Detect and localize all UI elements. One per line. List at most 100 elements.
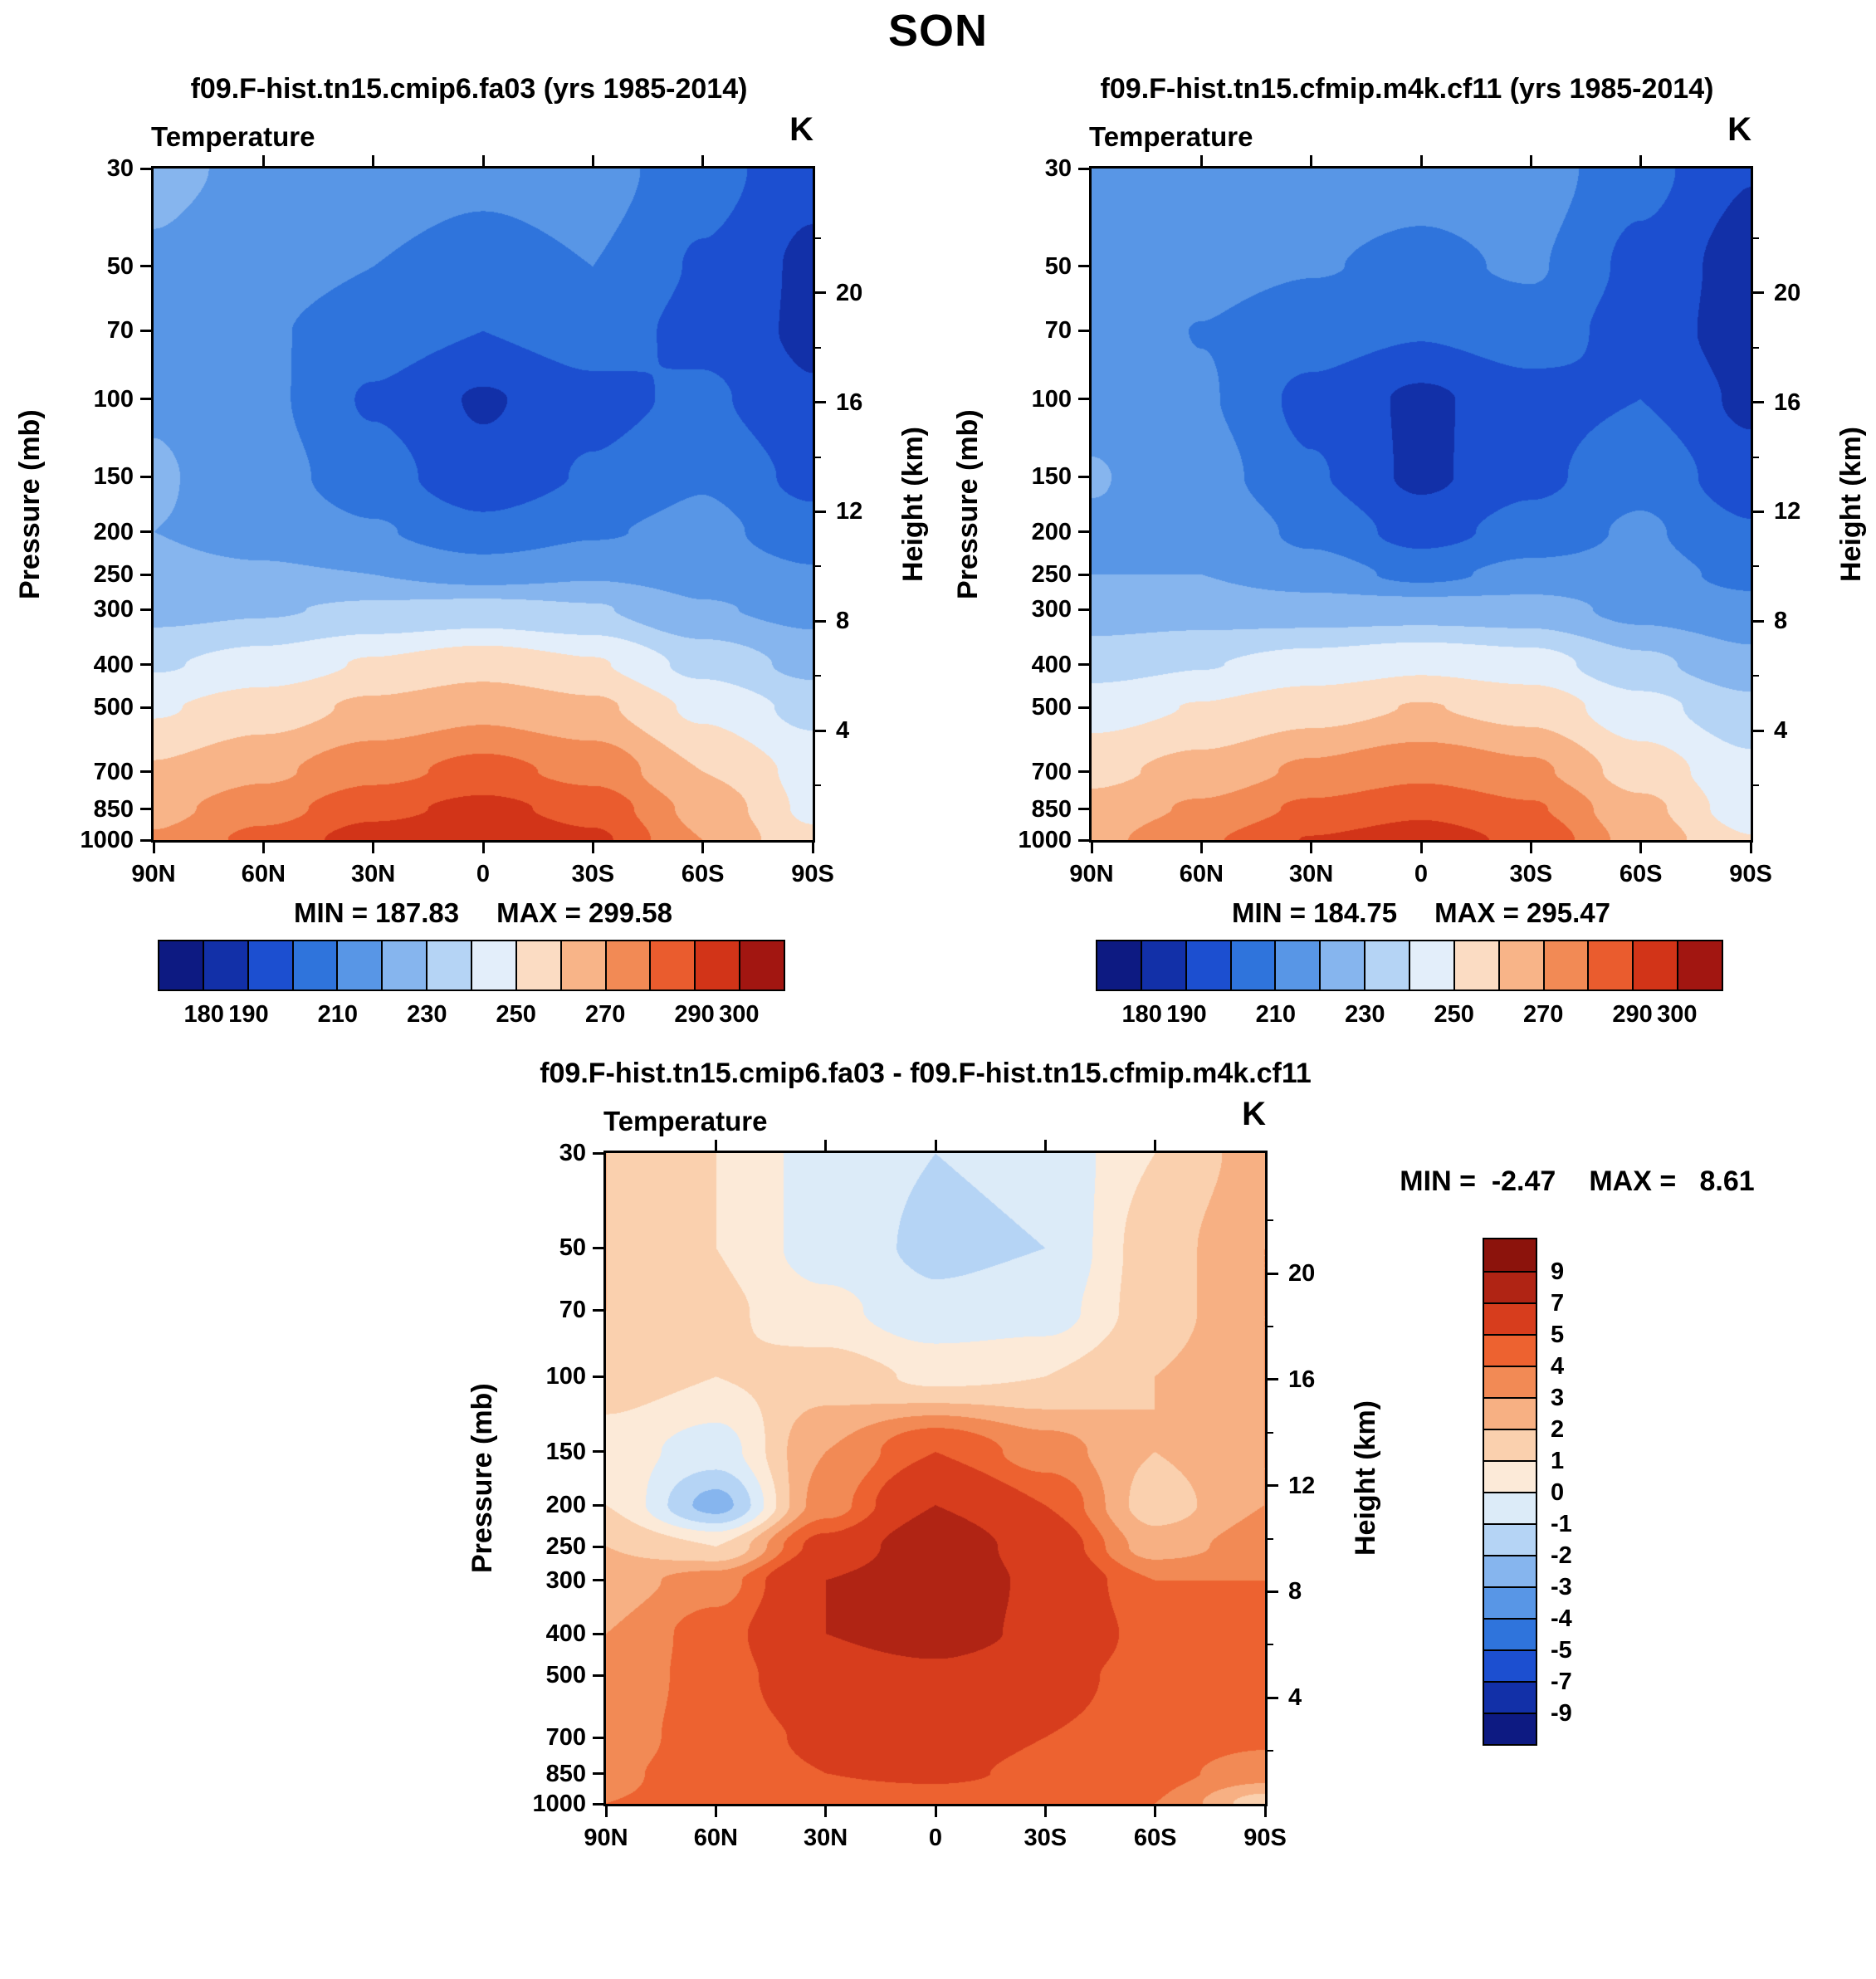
colorbar-box <box>1634 941 1679 990</box>
height-tick <box>813 510 826 513</box>
latitude-tick-label: 60S <box>1133 1825 1177 1851</box>
colorbar-box <box>1321 941 1366 990</box>
pressure-tick <box>593 1802 606 1806</box>
colorbar-box <box>606 941 652 990</box>
panel-diff-units-label: K <box>1242 1096 1266 1132</box>
colorbar-tick-label: -9 <box>1551 1700 1572 1727</box>
latitude-tick-label: 30N <box>351 861 396 887</box>
colorbar-box <box>1544 941 1590 990</box>
colorbar-box <box>293 941 339 990</box>
height-tick-label: 16 <box>836 388 863 416</box>
pressure-tick-label: 500 <box>1031 694 1072 721</box>
panel-b-colorbar: 180 190 210 230 250 270 290 300 <box>1096 940 1723 1031</box>
colorbar-box <box>1365 941 1411 990</box>
panel-a-height-axis-label: Height (km) <box>897 427 929 582</box>
latitude-top-tick <box>714 1140 717 1153</box>
panel-diff-title: f09.F-hist.tn15.cmip6.fa03 - f09.F-hist.… <box>540 1058 1312 1089</box>
colorbar-tick-label: 5 <box>1551 1322 1565 1348</box>
pressure-tick <box>593 1579 606 1582</box>
colorbar-box <box>1484 1397 1536 1429</box>
colorbar-box <box>383 941 428 990</box>
pressure-tick-label: 500 <box>545 1662 586 1689</box>
latitude-tick <box>1529 840 1532 853</box>
colorbar-tick-label: 290 <box>674 1001 715 1028</box>
pressure-tick <box>593 1674 606 1677</box>
pressure-tick-label: 700 <box>545 1724 586 1752</box>
latitude-tick <box>701 840 705 853</box>
pressure-tick-label: 200 <box>545 1492 586 1519</box>
height-tick-label: 20 <box>1288 1260 1316 1288</box>
height-tick <box>813 619 826 623</box>
latitude-top-tick <box>934 1140 937 1153</box>
pressure-tick <box>140 838 154 842</box>
colorbar-box <box>1484 1713 1536 1744</box>
height-minor-tick <box>1751 784 1759 787</box>
latitude-tick-label: 90N <box>584 1825 628 1851</box>
pressure-tick <box>140 167 154 170</box>
pressure-tick-label: 50 <box>1044 252 1072 280</box>
latitude-tick <box>1749 840 1752 853</box>
panel-b-height-axis-label: Height (km) <box>1835 427 1867 582</box>
latitude-tick <box>811 840 814 853</box>
pressure-tick <box>1078 398 1092 401</box>
height-tick-label: 8 <box>1288 1578 1302 1605</box>
panel-diff-max: MAX = 8.61 <box>1589 1165 1755 1197</box>
height-minor-tick <box>813 565 821 568</box>
pressure-tick <box>140 530 154 534</box>
pressure-tick-label: 150 <box>545 1438 586 1465</box>
panel-model-b: f09.F-hist.tn15.cfmip.m4k.cf11 (yrs 1985… <box>946 73 1868 1044</box>
height-tick <box>813 729 826 732</box>
latitude-top-tick <box>481 155 485 169</box>
colorbar-tick-label: 0 <box>1551 1479 1565 1506</box>
height-minor-tick <box>1751 565 1759 568</box>
latitude-tick <box>372 840 375 853</box>
colorbar-box <box>427 941 473 990</box>
height-tick <box>1265 1590 1278 1593</box>
colorbar-box <box>1484 1586 1536 1618</box>
latitude-tick-label: 0 <box>1414 861 1429 887</box>
pressure-tick <box>140 663 154 667</box>
latitude-tick-label: 30S <box>1509 861 1553 887</box>
latitude-tick-label: 60N <box>1179 861 1224 887</box>
bottom-section: f09.F-hist.tn15.cmip6.fa03 - f09.F-hist.… <box>0 1058 1876 1937</box>
panel-a-title: f09.F-hist.tn15.cmip6.fa03 (yrs 1985-201… <box>190 73 748 105</box>
pressure-tick-label: 50 <box>559 1234 586 1262</box>
height-tick <box>1751 729 1764 732</box>
height-tick-label: 4 <box>1774 717 1788 745</box>
colorbar-box <box>1231 941 1277 990</box>
page-title: SON <box>887 6 989 56</box>
pressure-tick <box>1078 530 1092 534</box>
colorbar-tick-label: 180 <box>1121 1001 1162 1028</box>
colorbar-box <box>696 941 741 990</box>
pressure-tick-label: 850 <box>93 795 134 823</box>
colorbar-box <box>740 941 784 990</box>
colorbar-box <box>1097 941 1142 990</box>
pressure-tick-label: 700 <box>93 758 134 785</box>
pressure-tick-label: 150 <box>93 463 134 491</box>
height-minor-tick <box>1265 1431 1273 1434</box>
colorbar-box <box>159 941 204 990</box>
pressure-tick-label: 1000 <box>80 827 134 853</box>
latitude-tick-label: 60N <box>693 1825 738 1851</box>
pressure-tick <box>140 475 154 478</box>
latitude-top-tick <box>701 155 705 169</box>
height-tick-label: 16 <box>1288 1366 1316 1393</box>
latitude-tick-label: 90S <box>791 861 834 887</box>
height-tick-label: 16 <box>1774 388 1801 416</box>
colorbar-box <box>203 941 249 990</box>
colorbar-tick-label: 230 <box>407 1001 447 1028</box>
pressure-tick-label: 850 <box>545 1760 586 1787</box>
pressure-tick-label: 50 <box>106 252 134 280</box>
height-tick-label: 8 <box>836 608 850 635</box>
pressure-tick-label: 300 <box>93 596 134 623</box>
latitude-top-tick <box>1529 155 1532 169</box>
pressure-tick-label: 70 <box>559 1297 586 1324</box>
height-tick <box>1265 1272 1278 1275</box>
colorbar-tick-label: 210 <box>1255 1001 1297 1028</box>
colorbar-boxes <box>158 940 785 991</box>
pressure-tick <box>593 1308 606 1312</box>
pressure-tick-label: 30 <box>559 1140 586 1166</box>
latitude-tick-label: 60S <box>1619 861 1663 887</box>
colorbar-box <box>1484 1366 1536 1397</box>
pressure-tick <box>1078 475 1092 478</box>
